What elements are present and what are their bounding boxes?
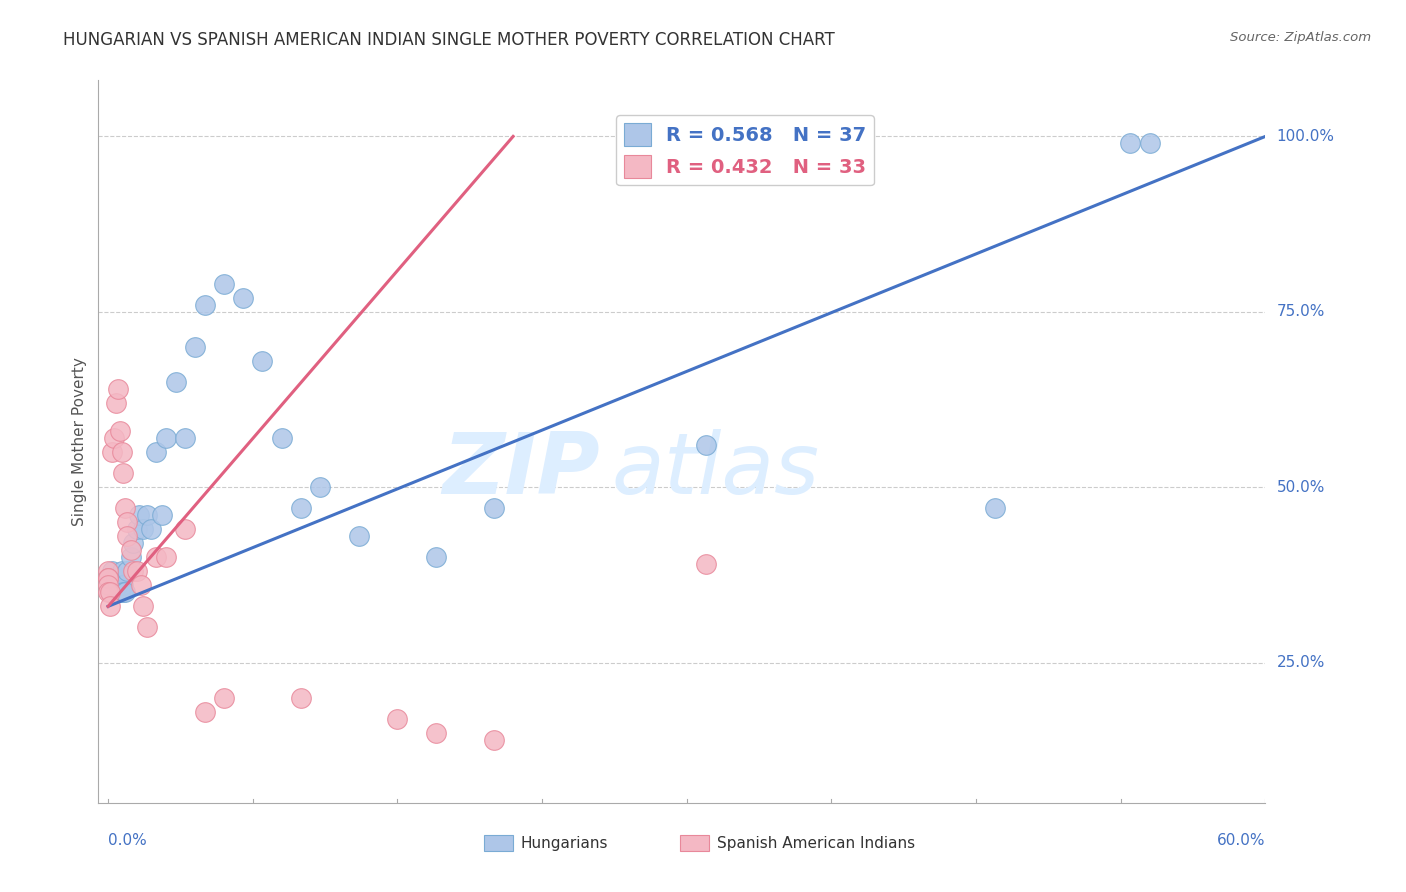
Point xyxy=(347,529,370,543)
Point xyxy=(155,431,177,445)
Point xyxy=(107,578,129,592)
Point xyxy=(117,515,139,529)
Point xyxy=(387,712,409,726)
Point xyxy=(984,501,1007,516)
Point xyxy=(104,571,127,585)
Point xyxy=(184,340,207,354)
Point xyxy=(97,571,120,585)
Text: 50.0%: 50.0% xyxy=(1277,480,1324,495)
Point xyxy=(107,382,129,396)
Point xyxy=(120,550,142,565)
Point xyxy=(174,522,197,536)
Point xyxy=(114,501,136,516)
Point xyxy=(145,445,167,459)
Point xyxy=(270,431,292,445)
Text: 60.0%: 60.0% xyxy=(1218,833,1265,848)
Point xyxy=(695,558,717,572)
Point xyxy=(125,522,148,536)
Text: Hungarians: Hungarians xyxy=(520,836,609,851)
Point xyxy=(425,725,447,739)
Point xyxy=(98,585,121,599)
Point xyxy=(112,585,135,599)
Point xyxy=(110,564,132,578)
Text: 0.0%: 0.0% xyxy=(108,833,146,848)
Point xyxy=(97,585,120,599)
Point xyxy=(103,431,125,445)
Point xyxy=(129,578,152,592)
FancyBboxPatch shape xyxy=(679,835,709,851)
Point xyxy=(122,564,145,578)
Point xyxy=(125,564,148,578)
Point xyxy=(232,291,254,305)
Point xyxy=(482,732,505,747)
Text: atlas: atlas xyxy=(612,429,820,512)
Point xyxy=(112,466,135,480)
Point xyxy=(112,578,135,592)
Text: ZIP: ZIP xyxy=(443,429,600,512)
Point xyxy=(193,298,215,312)
Point xyxy=(290,501,312,516)
Point xyxy=(150,508,173,523)
Point xyxy=(120,543,142,558)
Text: 100.0%: 100.0% xyxy=(1277,129,1334,144)
Point xyxy=(252,354,274,368)
Point xyxy=(145,550,167,565)
Point xyxy=(108,424,131,438)
Point xyxy=(212,690,235,705)
Point xyxy=(212,277,235,291)
Text: 25.0%: 25.0% xyxy=(1277,655,1324,670)
Point xyxy=(98,599,121,614)
Y-axis label: Single Mother Poverty: Single Mother Poverty xyxy=(72,357,87,526)
Point xyxy=(1119,136,1142,151)
Legend: R = 0.568   N = 37, R = 0.432   N = 33: R = 0.568 N = 37, R = 0.432 N = 33 xyxy=(616,115,875,186)
Point xyxy=(135,508,157,523)
Point xyxy=(1139,136,1161,151)
Point xyxy=(132,599,155,614)
Point xyxy=(309,480,332,494)
Point xyxy=(104,396,127,410)
Point xyxy=(155,550,177,565)
Point xyxy=(135,620,157,634)
Point xyxy=(695,438,717,452)
Point xyxy=(174,431,197,445)
Point xyxy=(193,705,215,719)
Point xyxy=(114,585,136,599)
Point xyxy=(101,564,124,578)
Point xyxy=(290,690,312,705)
Point xyxy=(108,585,131,599)
Point xyxy=(101,445,124,459)
Point xyxy=(97,578,120,592)
Point xyxy=(165,375,187,389)
Point xyxy=(97,571,120,585)
Point xyxy=(132,522,155,536)
Text: HUNGARIAN VS SPANISH AMERICAN INDIAN SINGLE MOTHER POVERTY CORRELATION CHART: HUNGARIAN VS SPANISH AMERICAN INDIAN SIN… xyxy=(63,31,835,49)
Text: 75.0%: 75.0% xyxy=(1277,304,1324,319)
Text: Spanish American Indians: Spanish American Indians xyxy=(717,836,915,851)
Point xyxy=(117,529,139,543)
Point xyxy=(97,564,120,578)
Text: Source: ZipAtlas.com: Source: ZipAtlas.com xyxy=(1230,31,1371,45)
Point xyxy=(482,501,505,516)
Point xyxy=(103,571,125,585)
Point xyxy=(110,445,132,459)
Point xyxy=(425,550,447,565)
Point xyxy=(117,564,139,578)
FancyBboxPatch shape xyxy=(484,835,513,851)
Point xyxy=(139,522,162,536)
Point xyxy=(128,508,150,523)
Point xyxy=(122,536,145,550)
